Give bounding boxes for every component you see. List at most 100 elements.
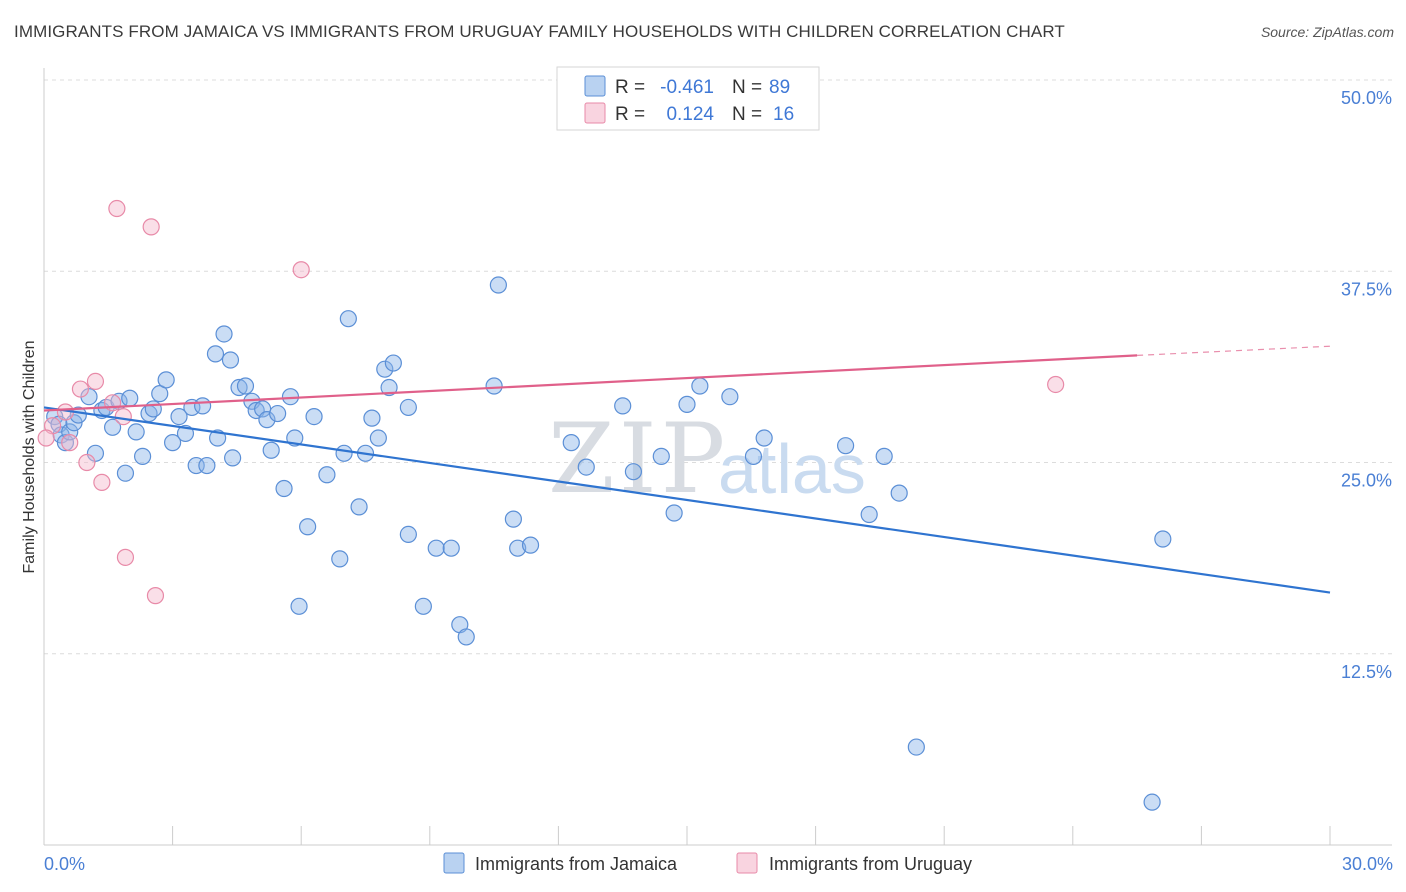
legend-n-value-jamaica: 89 <box>769 77 790 98</box>
point-jamaica <box>399 525 417 544</box>
series-jamaica-points <box>46 276 1172 811</box>
point-jamaica <box>116 464 135 482</box>
point-jamaica <box>721 388 739 406</box>
point-jamaica <box>236 377 255 395</box>
point-uruguay <box>61 434 79 452</box>
x-tick-labels: 0.0% 30.0% <box>44 854 1393 874</box>
point-jamaica <box>86 444 105 462</box>
point-jamaica <box>665 504 683 522</box>
point-uruguay <box>93 473 111 491</box>
trendline-uruguay-extension <box>1137 345 1331 356</box>
legend-r-label-jamaica: R = <box>615 77 645 98</box>
point-jamaica <box>399 398 417 417</box>
point-uruguay <box>116 548 135 566</box>
point-jamaica <box>376 360 394 378</box>
point-uruguay <box>78 453 96 472</box>
point-jamaica <box>127 423 145 441</box>
x-tick-label: 30.0% <box>1342 854 1393 874</box>
point-jamaica <box>224 449 242 467</box>
point-jamaica <box>907 738 925 756</box>
point-uruguay <box>1047 375 1065 394</box>
legend-swatch-jamaica <box>584 75 606 97</box>
gridlines <box>44 79 1392 655</box>
legend-n-label-jamaica: N = <box>732 77 762 98</box>
trend-lines <box>43 345 1331 594</box>
point-jamaica <box>577 458 595 476</box>
point-jamaica <box>350 498 368 516</box>
point-jamaica <box>562 434 580 452</box>
point-jamaica <box>151 385 169 403</box>
point-jamaica <box>335 444 353 462</box>
point-jamaica <box>744 447 763 465</box>
point-jamaica <box>144 400 162 418</box>
point-jamaica <box>521 536 540 554</box>
legend-r-value-uruguay: 0.124 <box>666 104 714 125</box>
point-jamaica <box>489 276 507 294</box>
y-tick-label: 12.5% <box>1341 662 1392 682</box>
point-uruguay <box>146 587 165 605</box>
point-jamaica <box>509 539 527 557</box>
point-jamaica <box>198 456 216 475</box>
point-jamaica <box>299 518 317 536</box>
y-tick-label: 50.0% <box>1341 88 1392 108</box>
legend-n-value-uruguay: 16 <box>773 104 794 125</box>
point-jamaica <box>678 395 696 413</box>
point-jamaica <box>206 345 225 363</box>
trendline-jamaica <box>43 406 1331 594</box>
point-jamaica <box>485 377 503 395</box>
axes <box>43 68 1392 846</box>
y-tick-label: 37.5% <box>1341 279 1392 299</box>
series-legend-label-uruguay: Immigrants from Uruguay <box>769 854 972 874</box>
point-jamaica <box>262 441 280 459</box>
point-jamaica <box>414 597 432 615</box>
y-tick-label: 25.0% <box>1341 471 1392 491</box>
point-jamaica <box>369 429 387 447</box>
point-jamaica <box>860 505 878 524</box>
point-jamaica <box>170 408 188 426</box>
point-jamaica <box>1143 793 1161 811</box>
point-jamaica <box>103 418 122 436</box>
point-jamaica <box>890 484 908 502</box>
point-jamaica <box>384 354 402 372</box>
point-jamaica <box>269 404 287 423</box>
point-uruguay <box>86 372 105 391</box>
point-jamaica <box>457 628 475 646</box>
point-jamaica <box>133 447 152 465</box>
watermark-atlas: atlas <box>718 430 866 508</box>
point-jamaica <box>691 377 709 395</box>
point-jamaica <box>875 447 893 465</box>
watermark: ZIP atlas <box>548 403 866 515</box>
point-jamaica <box>331 550 349 568</box>
chart-title: IMMIGRANTS FROM JAMAICA VS IMMIGRANTS FR… <box>14 22 1065 41</box>
point-jamaica <box>1154 530 1172 548</box>
point-jamaica <box>194 397 212 415</box>
series-legend-swatch-uruguay <box>736 852 758 874</box>
point-jamaica <box>230 378 248 397</box>
legend-swatch-uruguay <box>584 102 606 124</box>
series-legend-swatch-jamaica <box>443 852 465 874</box>
legend-r-value-jamaica: -0.461 <box>660 77 714 98</box>
point-uruguay <box>114 408 132 426</box>
series-legend: Immigrants from Jamaica Immigrants from … <box>443 852 972 874</box>
point-jamaica <box>121 389 139 407</box>
legend-r-label-uruguay: R = <box>615 104 645 125</box>
point-jamaica <box>442 539 460 557</box>
point-jamaica <box>305 408 323 426</box>
series-uruguay-points <box>37 199 1065 605</box>
correlation-legend: R = -0.461 N = 89 R = 0.124 N = 16 <box>556 66 820 131</box>
point-jamaica <box>318 466 336 484</box>
point-jamaica <box>427 539 445 557</box>
point-jamaica <box>290 597 308 615</box>
point-uruguay <box>142 218 160 236</box>
point-jamaica <box>837 437 855 455</box>
point-jamaica <box>164 434 182 452</box>
point-jamaica <box>652 447 670 465</box>
point-uruguay <box>108 199 126 218</box>
point-uruguay <box>292 261 310 279</box>
series-legend-label-jamaica: Immigrants from Jamaica <box>475 854 678 874</box>
point-jamaica <box>157 371 175 389</box>
point-jamaica <box>275 479 293 498</box>
x-tick-label: 0.0% <box>44 854 85 874</box>
point-uruguay <box>37 429 55 447</box>
